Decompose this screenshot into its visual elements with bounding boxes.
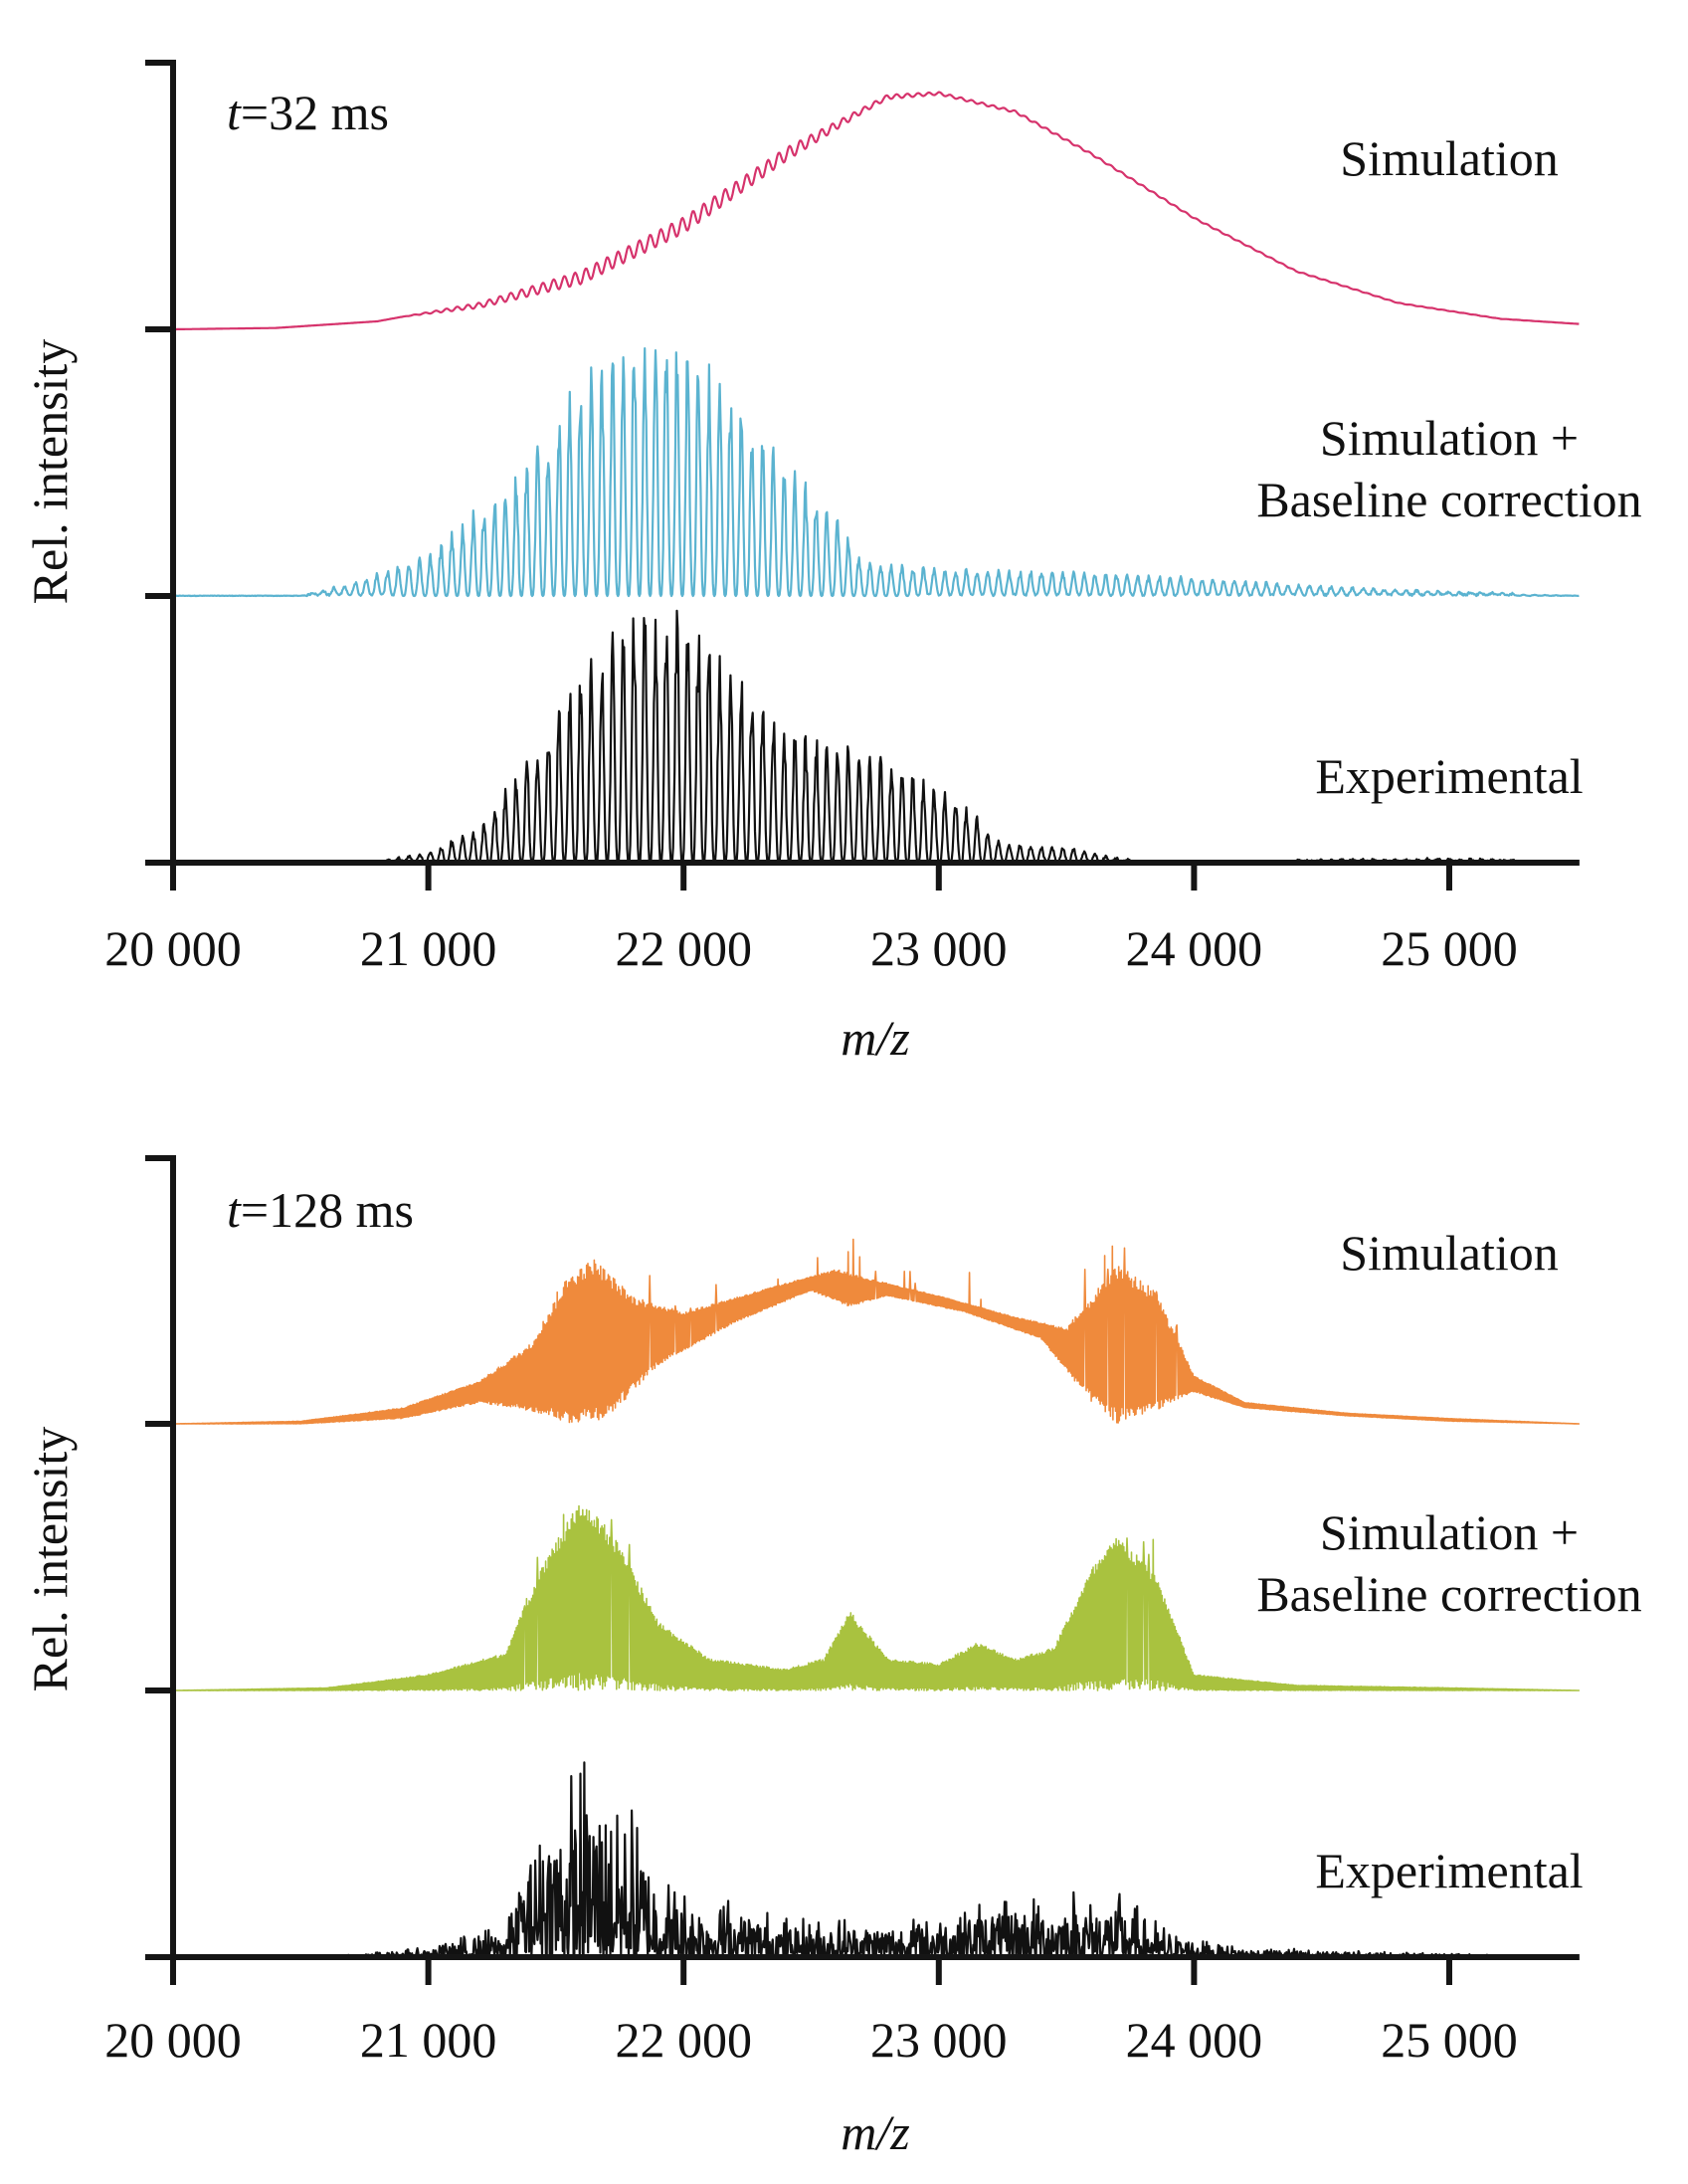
x-tick-label: 21 000	[360, 920, 497, 976]
x-ticks: 20 000 21 000 22 000 23 000 24 000 25 000	[104, 863, 1518, 976]
time-value: =128 ms	[241, 1182, 414, 1238]
trace-labels: Simulation Simulation + Baseline correctio…	[1256, 1225, 1641, 1898]
series-line-simulation	[172, 91, 1580, 331]
x-tick-label: 23 000	[870, 2012, 1008, 2068]
legend-label: Experimental	[1315, 748, 1583, 804]
legend-label: Experimental	[1315, 1843, 1583, 1898]
x-ticks: 20 000 21 000 22 000 23 000 24 000 25 000	[104, 1957, 1518, 2068]
x-tick-label: 22 000	[615, 2012, 752, 2068]
panel-t32: 20 000 21 000 22 000 23 000 24 000 25 000 t=3…	[22, 60, 1642, 1066]
time-label: t=32 ms	[227, 85, 389, 140]
series-line-simulation-baseline-correction	[172, 1504, 1580, 1691]
legend-label: Simulation	[1340, 1225, 1558, 1281]
time-var: t	[227, 1182, 242, 1238]
series-line-simulation-baseline-correction	[172, 347, 1580, 598]
x-tick-label: 24 000	[1126, 2012, 1263, 2068]
x-tick-label: 23 000	[870, 920, 1008, 976]
y-ticks	[145, 1155, 176, 1693]
legend-label: Baseline correction	[1256, 472, 1641, 527]
time-label: t=128 ms	[227, 1182, 414, 1238]
series-line-experimental	[172, 609, 1580, 865]
trace-labels: Simulation Simulation + Baseline correctio…	[1256, 130, 1641, 804]
x-axis-title: m/z	[841, 2104, 909, 2160]
y-ticks	[145, 60, 176, 599]
x-tick-label: 24 000	[1126, 920, 1263, 976]
legend-label: Simulation +	[1320, 410, 1579, 466]
time-var: t	[227, 85, 242, 140]
x-axis-title: m/z	[841, 1010, 909, 1066]
legend-label: Simulation	[1340, 130, 1558, 186]
time-value: =32 ms	[241, 85, 389, 140]
x-tick-label: 25 000	[1381, 920, 1518, 976]
x-tick-label: 25 000	[1381, 2012, 1518, 2068]
series-line-simulation	[172, 1238, 1580, 1425]
x-tick-label: 21 000	[360, 2012, 497, 2068]
legend-label: Simulation +	[1320, 1504, 1579, 1560]
x-tick-label: 20 000	[104, 920, 242, 976]
panel-t128: 20 000 21 000 22 000 23 000 24 000 25 000 t=1…	[22, 1155, 1642, 2160]
y-axis-title: Rel. intensity	[22, 339, 78, 605]
x-tick-label: 22 000	[615, 920, 752, 976]
x-tick-label: 20 000	[104, 2012, 242, 2068]
y-axis-title: Rel. intensity	[22, 1427, 78, 1692]
legend-label: Baseline correction	[1256, 1566, 1641, 1622]
